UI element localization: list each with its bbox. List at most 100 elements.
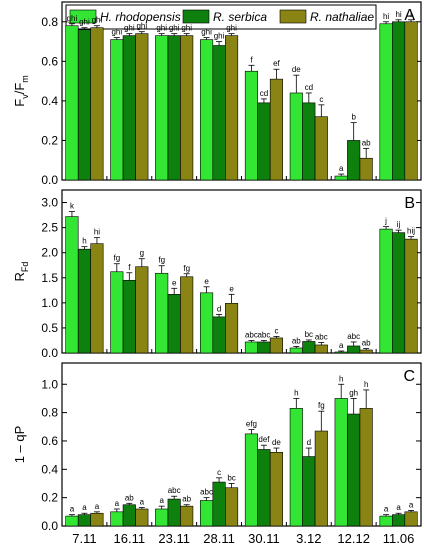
significance-label: ghi <box>111 28 122 37</box>
significance-label: bc <box>305 330 313 339</box>
bar <box>65 216 79 354</box>
significance-label: ghi <box>136 22 147 31</box>
bar <box>244 341 258 354</box>
significance-label: ab <box>362 138 371 147</box>
bar <box>302 456 316 527</box>
panel-letter: A <box>404 7 415 24</box>
significance-label: c <box>274 326 278 335</box>
bar <box>257 102 271 181</box>
significance-label: fg <box>158 256 165 265</box>
bar <box>347 413 361 527</box>
significance-label: abc <box>168 486 181 495</box>
significance-label: ghi <box>181 24 192 33</box>
bar <box>334 351 348 354</box>
significance-label: a <box>409 500 414 509</box>
bar <box>392 232 406 354</box>
significance-label: e <box>204 277 209 286</box>
significance-label: de <box>292 65 301 74</box>
significance-label: a <box>339 341 344 350</box>
legend: H. rhodopensis R. serbica R. nathaliae <box>65 4 377 30</box>
bar <box>110 39 124 181</box>
bar <box>359 408 373 527</box>
bar <box>314 430 328 527</box>
bar <box>244 70 258 181</box>
y-tick-label: 0.8 <box>41 15 58 29</box>
bar <box>200 500 214 527</box>
significance-label: a <box>95 502 100 511</box>
bar <box>379 515 393 527</box>
bar <box>379 228 393 354</box>
significance-label: k <box>70 202 75 211</box>
legend-label: R. serbica <box>213 10 267 24</box>
y-tick-label: 0.8 <box>41 406 58 420</box>
significance-label: ghi <box>169 24 180 33</box>
y-tick-label: 0.5 <box>41 321 58 335</box>
panel-c: 0.00.20.40.60.81.0aa aabcefghhaaababccdef… <box>12 362 422 533</box>
bar <box>110 511 124 527</box>
significance-label: a <box>396 503 401 512</box>
bar <box>334 175 348 181</box>
bar <box>359 349 373 354</box>
bar <box>347 345 361 354</box>
bar <box>110 271 124 354</box>
significance-label: ab <box>362 338 371 347</box>
significance-label: ghi <box>226 24 237 33</box>
bar <box>212 316 226 354</box>
bar <box>334 398 348 527</box>
bar <box>90 243 104 354</box>
y-tick-label: 1.5 <box>41 271 58 285</box>
bar <box>90 512 104 527</box>
legend-label: H. rhodopensis <box>100 10 181 24</box>
x-category-label: 11.06 <box>383 531 415 546</box>
bar <box>257 449 271 527</box>
significance-label: gh <box>349 388 358 397</box>
y-axis-title-sub: m <box>20 75 30 83</box>
y-axis-title: Fv/Fm <box>12 75 30 107</box>
significance-label: a <box>82 503 87 512</box>
y-tick-label: 0.0 <box>41 519 58 533</box>
x-category-label: 7.11 <box>72 531 96 546</box>
bar <box>77 29 91 181</box>
bar <box>244 433 258 527</box>
x-category-label: 23.11 <box>158 531 190 546</box>
significance-label: fg <box>183 264 190 273</box>
y-tick-label: 0.0 <box>41 173 58 187</box>
y-axis-title: 1 – qP <box>12 426 27 464</box>
bar <box>359 157 373 181</box>
bar <box>122 504 136 527</box>
bar <box>347 140 361 181</box>
bar <box>155 508 169 527</box>
y-axis-title-mid: /F <box>12 83 27 95</box>
significance-label: h <box>82 237 86 246</box>
significance-label: ghi <box>156 24 167 33</box>
significance-label: ab <box>292 336 301 345</box>
y-tick-label: 2.5 <box>41 221 58 235</box>
significance-label: e <box>229 284 234 293</box>
bar <box>167 498 181 527</box>
bar <box>289 92 303 181</box>
significance-label: ab <box>182 495 191 504</box>
significance-label: cd <box>305 83 313 92</box>
significance-label: f <box>128 263 131 272</box>
significance-label: h <box>364 380 368 389</box>
y-axis-title-sub: Fd <box>20 262 30 273</box>
legend-box <box>65 4 377 30</box>
bar <box>257 341 271 354</box>
significance-label: a <box>115 499 120 508</box>
y-tick-label: 1.0 <box>41 377 58 391</box>
significance-label: ghi <box>67 14 78 23</box>
significance-label: i <box>410 10 412 19</box>
y-tick-label: 2.0 <box>41 246 58 260</box>
significance-label: ghi <box>214 32 225 41</box>
bar <box>65 25 79 181</box>
significance-label: a <box>140 498 145 507</box>
significance-label: ab <box>125 493 134 502</box>
bar <box>77 248 91 354</box>
bar <box>404 21 418 181</box>
significance-label: j <box>384 217 387 226</box>
significance-label: ij <box>397 220 401 229</box>
significance-label: f <box>250 55 253 64</box>
significance-label: ghi <box>79 18 90 27</box>
panel-letter: B <box>404 195 415 212</box>
